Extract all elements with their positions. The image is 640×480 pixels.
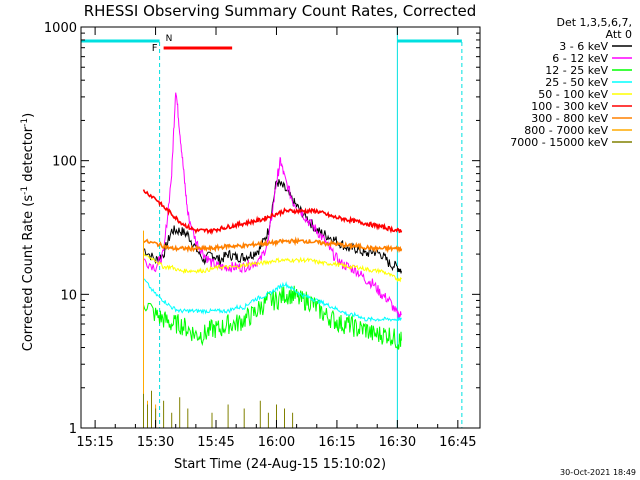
series-line-6 bbox=[142, 236, 403, 254]
legend-label-5: 100 - 300 keV bbox=[531, 100, 608, 113]
ylabel-sup2: -1 bbox=[20, 118, 30, 127]
series-line-2 bbox=[143, 285, 402, 350]
y-tick-label-0: 1 bbox=[69, 422, 77, 437]
y-tick-label-2: 100 bbox=[52, 155, 77, 170]
legend-header-1: Det 1,3,5,6,7, bbox=[556, 16, 632, 29]
legend-label-4: 50 - 100 keV bbox=[538, 88, 608, 101]
x-tick-label-3: 16:00 bbox=[258, 435, 295, 450]
ylabel-part1: Corrected Count Rate (s bbox=[21, 195, 36, 352]
legend-label-3: 25 - 50 keV bbox=[545, 76, 608, 89]
plot-area: NF bbox=[80, 27, 463, 428]
flag-F-label: F bbox=[152, 43, 158, 54]
ylabel-part2: detector bbox=[21, 126, 36, 186]
x-tick-label-5: 16:30 bbox=[379, 435, 416, 450]
series-line-4 bbox=[143, 252, 402, 283]
series-line-8 bbox=[143, 390, 294, 428]
x-tick-label-0: 15:15 bbox=[76, 435, 113, 450]
x-tick-label-4: 16:15 bbox=[318, 435, 355, 450]
x-axis-label: Start Time (24-Aug-15 15:10:02) bbox=[174, 457, 386, 472]
y-axis-label: Corrected Count Rate (s-1 detector-1) bbox=[20, 113, 36, 351]
plot-frame bbox=[80, 26, 481, 429]
x-tick-label-6: 16:45 bbox=[439, 435, 476, 450]
legend-label-0: 3 - 6 keV bbox=[559, 40, 608, 53]
ylabel-sup1: -1 bbox=[20, 186, 30, 195]
y-tick-label-3: 1000 bbox=[44, 21, 77, 36]
timestamp: 30-Oct-2021 18:49 bbox=[560, 468, 636, 477]
series-line-3 bbox=[143, 278, 402, 323]
legend-label-1: 6 - 12 keV bbox=[552, 52, 608, 65]
legend-label-6: 300 - 800 keV bbox=[531, 112, 608, 125]
legend-label-8: 7000 - 15000 keV bbox=[510, 136, 608, 149]
legend-header-2: Att 0 bbox=[606, 28, 632, 41]
series-line-5 bbox=[142, 189, 403, 236]
flag-N-label: N bbox=[166, 34, 173, 44]
x-tick-label-2: 15:45 bbox=[197, 435, 234, 450]
legend-label-7: 800 - 7000 keV bbox=[524, 124, 608, 137]
x-tick-label-1: 15:30 bbox=[137, 435, 174, 450]
legend-label-2: 12 - 25 keV bbox=[545, 64, 608, 77]
svg-text:Corrected Count Rate (s-1 dete: Corrected Count Rate (s-1 detector-1) bbox=[20, 113, 36, 351]
y-tick-label-1: 10 bbox=[60, 288, 77, 303]
y-ticks: 1 10 100 1000 bbox=[44, 21, 480, 437]
chart-title: RHESSI Observing Summary Count Rates, Co… bbox=[84, 2, 477, 20]
series-line-0 bbox=[143, 179, 402, 274]
ylabel-part3: ) bbox=[21, 113, 36, 118]
x-ticks: 15:15 15:30 15:45 16:00 16:15 16:30 16:45 bbox=[76, 27, 477, 450]
